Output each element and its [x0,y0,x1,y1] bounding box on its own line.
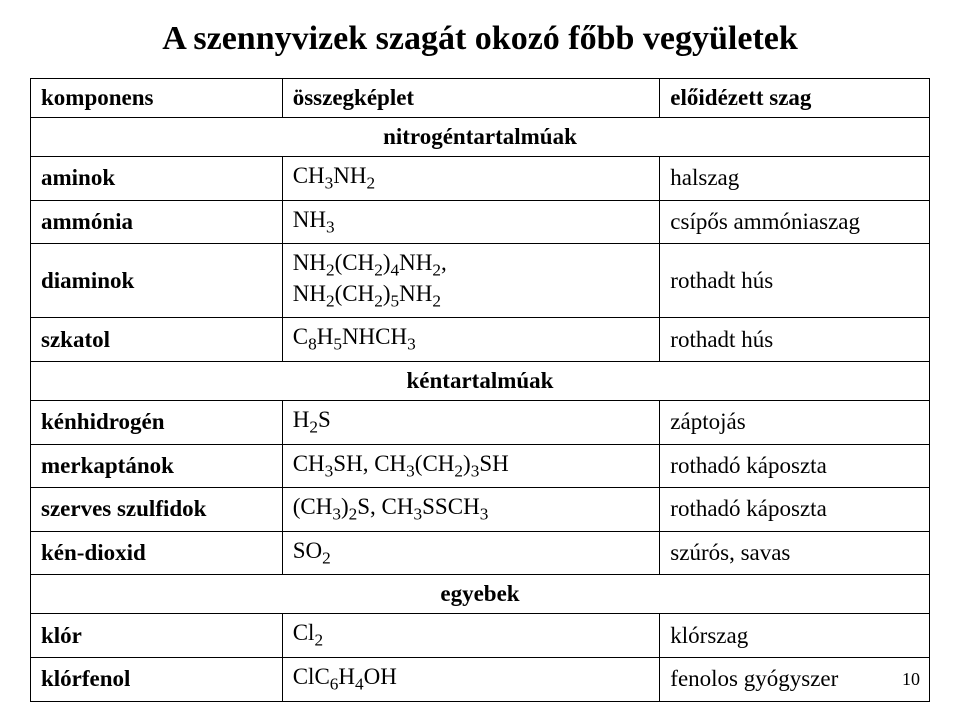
compounds-table: komponens összegképlet előidézett szag n… [30,78,930,702]
cell-component: kén-dioxid [31,531,283,575]
table-row: klórCl2klórszag [31,614,930,658]
section-label: kéntartalmúak [31,361,930,400]
cell-smell: záptojás [660,400,930,444]
section-label: egyebek [31,575,930,614]
cell-component: szkatol [31,318,283,362]
cell-formula: NH2(CH2)4NH2,NH2(CH2)5NH2 [282,244,660,318]
cell-formula: CH3NH2 [282,157,660,201]
header-col3: előidézett szag [660,79,930,118]
cell-formula: C8H5NHCH3 [282,318,660,362]
cell-smell: rothadt hús [660,318,930,362]
cell-smell: rothadó káposzta [660,488,930,532]
table-row: szerves szulfidok(CH3)2S, CH3SSCH3rothad… [31,488,930,532]
table-row: kénhidrogénH2Száptojás [31,400,930,444]
cell-formula: NH3 [282,200,660,244]
cell-formula: SO2 [282,531,660,575]
cell-component: kénhidrogén [31,400,283,444]
cell-formula: H2S [282,400,660,444]
cell-smell: rothadt hús [660,244,930,318]
cell-smell: klórszag [660,614,930,658]
cell-formula: Cl2 [282,614,660,658]
cell-formula: CH3SH, CH3(CH2)3SH [282,444,660,488]
cell-component: klór [31,614,283,658]
page-title: A szennyvizek szagát okozó főbb vegyület… [30,20,930,58]
table-row: klórfenolClC6H4OHfenolos gyógyszer [31,657,930,701]
table-header-row: komponens összegképlet előidézett szag [31,79,930,118]
cell-smell: csípős ammóniaszag [660,200,930,244]
cell-component: diaminok [31,244,283,318]
cell-formula: ClC6H4OH [282,657,660,701]
table-row: ammóniaNH3csípős ammóniaszag [31,200,930,244]
table-row: merkaptánokCH3SH, CH3(CH2)3SHrothadó káp… [31,444,930,488]
table-row: szkatolC8H5NHCH3rothadt hús [31,318,930,362]
table-row: kén-dioxidSO2szúrós, savas [31,531,930,575]
header-col1: komponens [31,79,283,118]
cell-component: szerves szulfidok [31,488,283,532]
page-number: 10 [902,669,920,690]
section-label: nitrogéntartalmúak [31,118,930,157]
table-row: diaminokNH2(CH2)4NH2,NH2(CH2)5NH2rothadt… [31,244,930,318]
table-row: aminokCH3NH2halszag [31,157,930,201]
section-row: egyebek [31,575,930,614]
cell-component: klórfenol [31,657,283,701]
cell-smell: fenolos gyógyszer [660,657,930,701]
section-row: nitrogéntartalmúak [31,118,930,157]
cell-component: ammónia [31,200,283,244]
header-col2: összegképlet [282,79,660,118]
cell-smell: rothadó káposzta [660,444,930,488]
cell-component: aminok [31,157,283,201]
cell-smell: halszag [660,157,930,201]
cell-smell: szúrós, savas [660,531,930,575]
cell-formula: (CH3)2S, CH3SSCH3 [282,488,660,532]
cell-component: merkaptánok [31,444,283,488]
section-row: kéntartalmúak [31,361,930,400]
